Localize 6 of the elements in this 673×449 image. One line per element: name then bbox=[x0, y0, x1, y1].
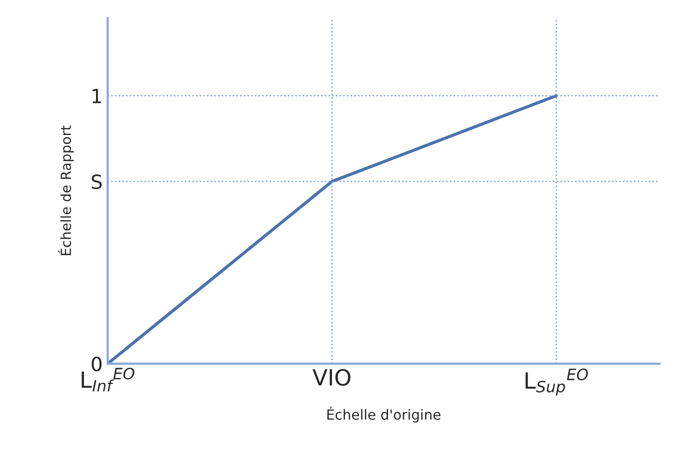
y-axis-title: Échelle de Rapport bbox=[58, 125, 74, 256]
x-tick-label: L$_{Sup}$$^{EO}$ bbox=[526, 368, 588, 396]
x-axis-title: Échelle d'origine bbox=[327, 406, 440, 423]
x-tick-label: VIO bbox=[312, 368, 350, 386]
y-tick-label: S bbox=[92, 174, 102, 190]
y-tick-label: 1 bbox=[92, 88, 102, 104]
